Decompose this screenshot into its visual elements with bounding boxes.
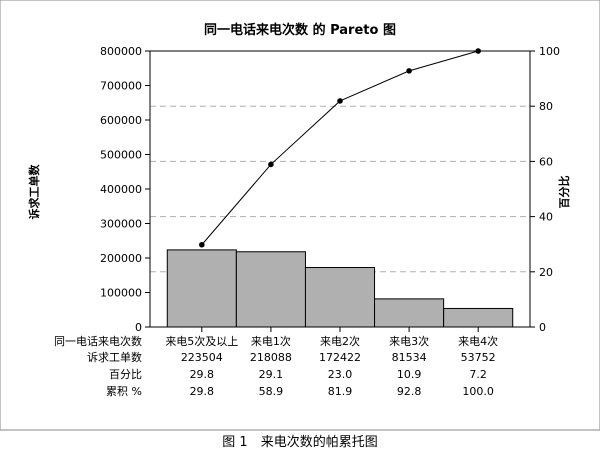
cumulative-point <box>475 48 481 54</box>
table-cell: 来电1次 <box>251 334 291 348</box>
y-tick-label: 0 <box>135 321 142 334</box>
y-tick-label: 600000 <box>100 114 142 127</box>
table-cell: 172422 <box>319 351 361 364</box>
bar <box>166 249 237 328</box>
y-tick-label: 300000 <box>100 218 142 231</box>
y2-tick-label: 60 <box>539 155 553 168</box>
table-cell: 29.8 <box>190 385 215 398</box>
bar <box>443 307 514 328</box>
table-cell: 100.0 <box>462 385 494 398</box>
table-cell: 53752 <box>461 351 496 364</box>
y-axis-title: 诉求工单数 <box>27 164 41 220</box>
table-cell: 10.9 <box>397 368 422 381</box>
y-tick-label: 800000 <box>100 45 142 58</box>
y-tick-label: 100000 <box>100 287 142 300</box>
table-cell: 来电5次及以上 <box>165 334 238 348</box>
y2-tick-label: 20 <box>539 266 553 279</box>
table-cell: 29.8 <box>190 368 215 381</box>
table-row-label: 累积 % <box>106 385 142 398</box>
table-cell: 223504 <box>181 351 223 364</box>
y-tick-label: 500000 <box>100 149 142 162</box>
table-cell: 29.1 <box>259 368 284 381</box>
table-cell: 92.8 <box>397 385 422 398</box>
y2-axis-title: 百分比 <box>557 176 571 209</box>
table-row-label: 百分比 <box>109 368 142 381</box>
bar <box>374 298 445 328</box>
table-row-label: 同一电话来电次数 <box>54 334 142 348</box>
table-cell: 218088 <box>250 351 292 364</box>
y2-tick-label: 100 <box>539 45 560 58</box>
table-row-label: 诉求工单数 <box>87 351 142 364</box>
y-tick-label: 400000 <box>100 183 142 196</box>
y-tick-label: 700000 <box>100 80 142 93</box>
table-cell: 7.2 <box>469 368 487 381</box>
y-tick-label: 200000 <box>100 252 142 265</box>
y2-tick-label: 0 <box>539 321 546 334</box>
y2-tick-label: 40 <box>539 211 553 224</box>
chart-frame <box>0 0 600 431</box>
cumulative-point <box>406 68 412 74</box>
bar <box>235 251 306 328</box>
y2-tick-label: 80 <box>539 100 553 113</box>
table-cell: 81534 <box>392 351 427 364</box>
cumulative-point <box>268 161 274 168</box>
table-cell: 58.9 <box>259 385 284 398</box>
table-cell: 来电2次 <box>320 334 360 348</box>
table-cell: 81.9 <box>328 385 353 398</box>
bar <box>304 267 376 328</box>
chart-title: 同一电话来电次数 的 Pareto 图 <box>204 22 396 38</box>
plot-area: 0 100000 200000 300000 400000 500000 600000 700… <box>100 45 560 334</box>
table-cell: 来电3次 <box>389 334 429 348</box>
figure-caption: 图 1 来电次数的帕累托图 <box>222 434 377 450</box>
table-cell: 来电4次 <box>458 334 498 348</box>
cumulative-point <box>199 241 205 248</box>
table-cell: 23.0 <box>328 368 353 381</box>
cumulative-point <box>337 98 343 104</box>
